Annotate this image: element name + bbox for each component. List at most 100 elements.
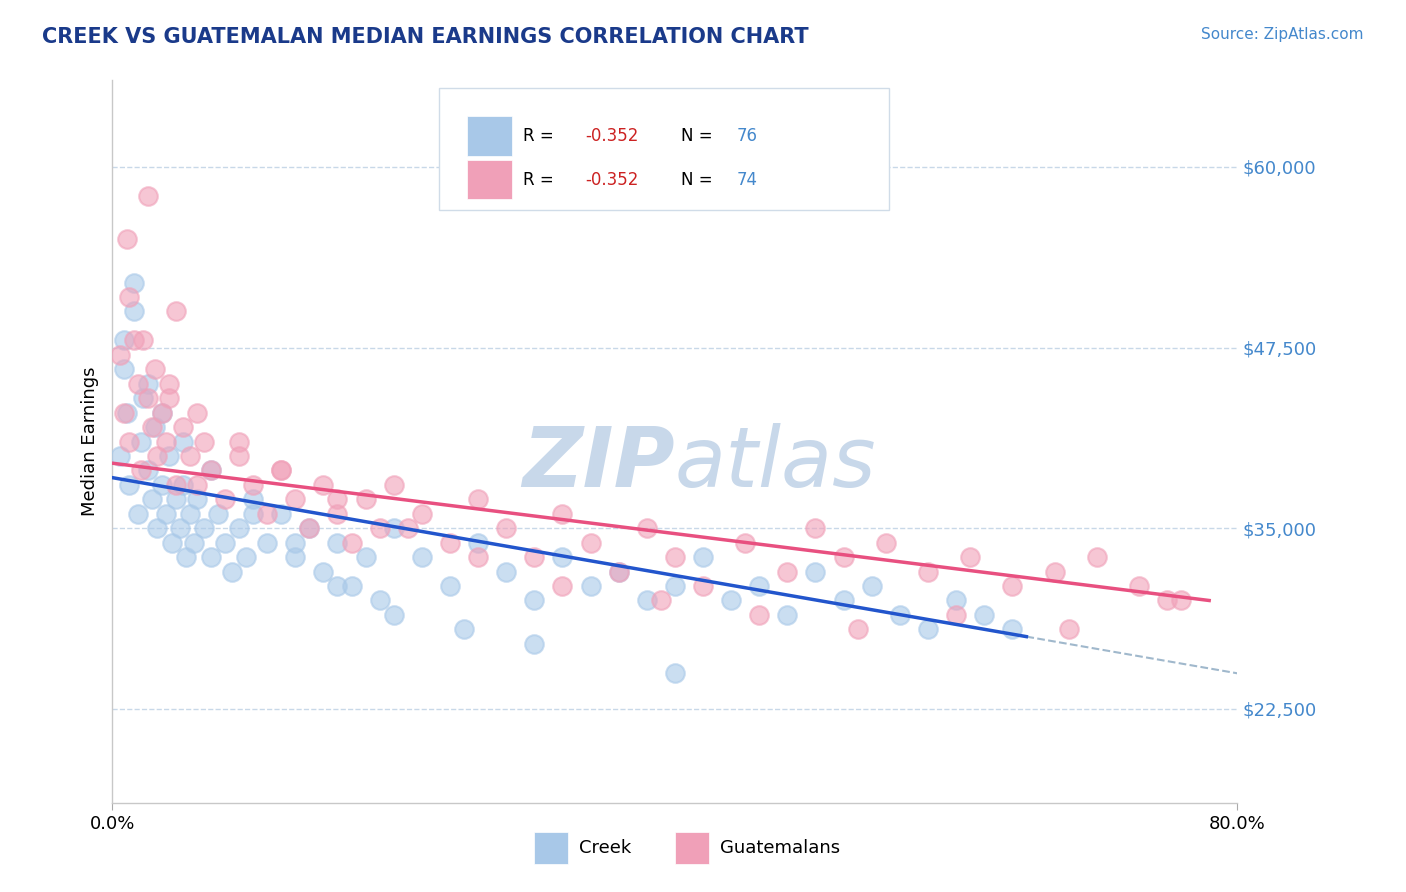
Bar bbox=[675, 831, 709, 864]
Point bbox=[832, 550, 855, 565]
Point bbox=[804, 521, 827, 535]
Point bbox=[1156, 593, 1178, 607]
Point bbox=[165, 478, 187, 492]
Point bbox=[607, 565, 630, 579]
Point bbox=[959, 550, 981, 565]
Bar bbox=[534, 831, 568, 864]
Point bbox=[141, 492, 163, 507]
Point bbox=[179, 449, 201, 463]
Bar bbox=[467, 116, 512, 156]
Point bbox=[326, 535, 349, 549]
Point bbox=[1001, 623, 1024, 637]
Text: 74: 74 bbox=[737, 171, 758, 189]
Point bbox=[1057, 623, 1080, 637]
Y-axis label: Median Earnings: Median Earnings bbox=[80, 367, 98, 516]
Point bbox=[312, 565, 335, 579]
Text: -0.352: -0.352 bbox=[585, 127, 638, 145]
Point bbox=[298, 521, 321, 535]
Point bbox=[136, 463, 159, 477]
Text: N =: N = bbox=[681, 171, 717, 189]
Point bbox=[228, 449, 250, 463]
Point bbox=[112, 334, 135, 348]
Point bbox=[340, 535, 363, 549]
Point bbox=[150, 406, 173, 420]
Point bbox=[122, 334, 145, 348]
Point bbox=[551, 579, 574, 593]
Point bbox=[200, 463, 222, 477]
Point bbox=[228, 521, 250, 535]
Point bbox=[270, 463, 292, 477]
Point bbox=[118, 478, 141, 492]
Point bbox=[270, 463, 292, 477]
Point bbox=[228, 434, 250, 449]
Point bbox=[734, 535, 756, 549]
Point bbox=[467, 550, 489, 565]
Point bbox=[748, 579, 770, 593]
Point bbox=[172, 434, 194, 449]
Point bbox=[242, 478, 264, 492]
Point bbox=[200, 463, 222, 477]
Point bbox=[495, 565, 517, 579]
Point bbox=[368, 593, 391, 607]
Point bbox=[1085, 550, 1108, 565]
Point bbox=[193, 521, 215, 535]
Point bbox=[523, 550, 546, 565]
Text: 76: 76 bbox=[737, 127, 758, 145]
Point bbox=[382, 478, 405, 492]
Point bbox=[579, 579, 602, 593]
Point bbox=[875, 535, 897, 549]
Point bbox=[172, 420, 194, 434]
Point bbox=[155, 434, 177, 449]
Point bbox=[1170, 593, 1192, 607]
Point bbox=[112, 406, 135, 420]
Point bbox=[945, 593, 967, 607]
Point bbox=[664, 550, 686, 565]
Point bbox=[973, 607, 995, 622]
Point bbox=[551, 507, 574, 521]
Text: -0.352: -0.352 bbox=[585, 171, 638, 189]
Point bbox=[298, 521, 321, 535]
Point bbox=[172, 478, 194, 492]
Point bbox=[132, 334, 155, 348]
Point bbox=[889, 607, 911, 622]
Point bbox=[326, 507, 349, 521]
Point bbox=[242, 507, 264, 521]
Point bbox=[108, 449, 131, 463]
Point bbox=[155, 507, 177, 521]
Point bbox=[143, 420, 166, 434]
Text: R =: R = bbox=[523, 171, 560, 189]
Point bbox=[157, 449, 180, 463]
Text: Creek: Creek bbox=[579, 839, 631, 857]
Text: R =: R = bbox=[523, 127, 560, 145]
Point bbox=[160, 535, 183, 549]
FancyBboxPatch shape bbox=[439, 87, 889, 211]
Text: atlas: atlas bbox=[675, 423, 876, 504]
Point bbox=[636, 593, 658, 607]
Point bbox=[108, 348, 131, 362]
Point bbox=[607, 565, 630, 579]
Point bbox=[917, 565, 939, 579]
Point bbox=[368, 521, 391, 535]
Point bbox=[143, 362, 166, 376]
Point bbox=[664, 665, 686, 680]
Point bbox=[136, 391, 159, 405]
Text: Guatemalans: Guatemalans bbox=[720, 839, 839, 857]
Text: Source: ZipAtlas.com: Source: ZipAtlas.com bbox=[1201, 27, 1364, 42]
Point bbox=[141, 420, 163, 434]
Point bbox=[136, 189, 159, 203]
Point bbox=[832, 593, 855, 607]
Point bbox=[467, 535, 489, 549]
Point bbox=[115, 232, 138, 246]
Point bbox=[664, 579, 686, 593]
Point bbox=[146, 449, 169, 463]
Point bbox=[256, 535, 278, 549]
Point bbox=[127, 507, 149, 521]
Point bbox=[439, 579, 461, 593]
Point bbox=[1043, 565, 1066, 579]
Point bbox=[118, 290, 141, 304]
Point bbox=[439, 535, 461, 549]
Point bbox=[692, 579, 714, 593]
Point bbox=[200, 550, 222, 565]
Point bbox=[129, 463, 152, 477]
Point bbox=[193, 434, 215, 449]
